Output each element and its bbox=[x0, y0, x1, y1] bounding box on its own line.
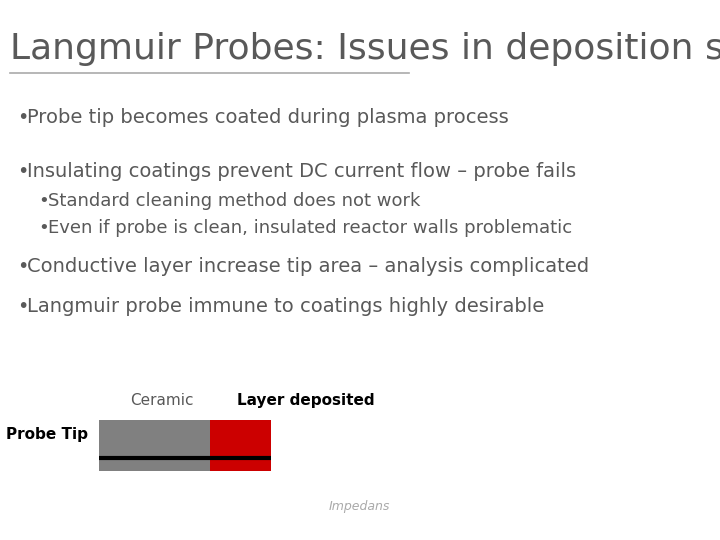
Text: Ceramic: Ceramic bbox=[130, 393, 193, 408]
Text: Even if probe is clean, insulated reactor walls problematic: Even if probe is clean, insulated reacto… bbox=[48, 219, 572, 237]
Text: Langmuir probe immune to coatings highly desirable: Langmuir probe immune to coatings highly… bbox=[27, 297, 544, 316]
Text: •: • bbox=[17, 162, 28, 181]
Text: •: • bbox=[37, 192, 48, 210]
Text: Layer deposited: Layer deposited bbox=[238, 393, 375, 408]
Text: •: • bbox=[17, 256, 28, 275]
Bar bbox=[210, 446, 271, 471]
Text: Probe tip becomes coated during plasma process: Probe tip becomes coated during plasma p… bbox=[27, 108, 509, 127]
Text: Insulating coatings prevent DC current flow – probe fails: Insulating coatings prevent DC current f… bbox=[27, 162, 577, 181]
Bar bbox=[210, 420, 271, 446]
Text: Standard cleaning method does not work: Standard cleaning method does not work bbox=[48, 192, 420, 210]
Text: Langmuir Probes: Issues in deposition systems: Langmuir Probes: Issues in deposition sy… bbox=[11, 32, 720, 66]
Text: Probe Tip: Probe Tip bbox=[6, 427, 88, 442]
Bar bbox=[99, 446, 210, 471]
Text: Conductive layer increase tip area – analysis complicated: Conductive layer increase tip area – ana… bbox=[27, 256, 590, 275]
Text: •: • bbox=[17, 108, 28, 127]
Text: •: • bbox=[17, 297, 28, 316]
Bar bbox=[99, 420, 210, 446]
Text: Impedans: Impedans bbox=[329, 500, 390, 513]
Text: •: • bbox=[37, 219, 48, 237]
